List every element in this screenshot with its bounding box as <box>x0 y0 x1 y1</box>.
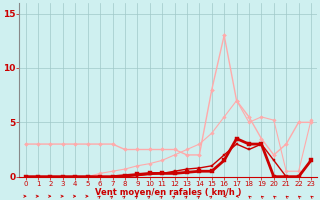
X-axis label: Vent moyen/en rafales ( km/h ): Vent moyen/en rafales ( km/h ) <box>95 188 242 197</box>
